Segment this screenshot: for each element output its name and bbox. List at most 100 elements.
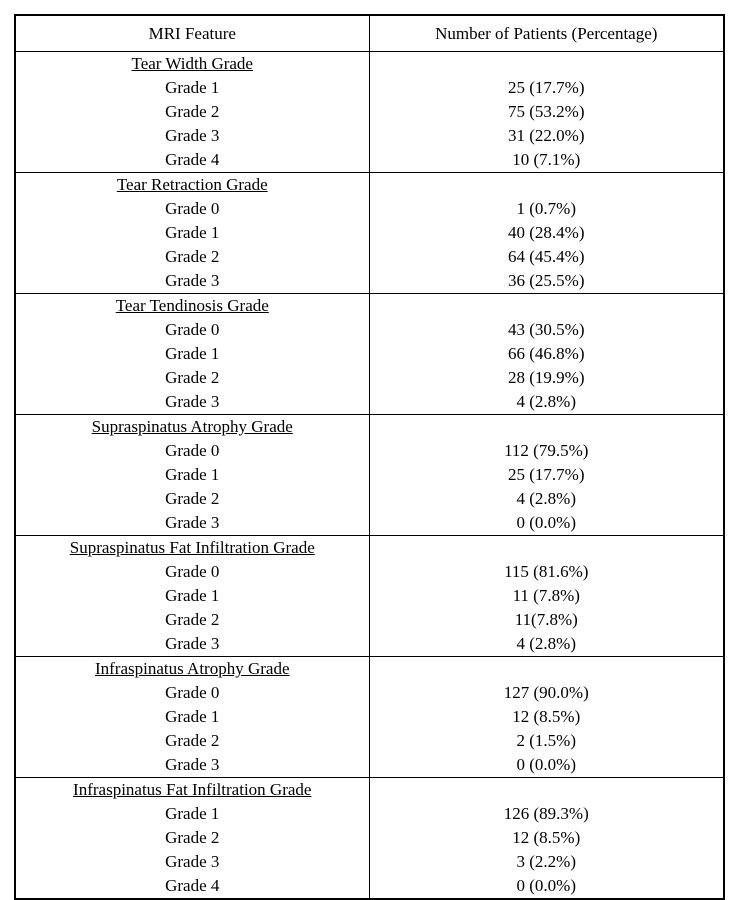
grade-label-cell: Grade 1 bbox=[15, 584, 370, 608]
table-row: Grade 3 3 (2.2%) bbox=[15, 850, 724, 874]
section-header-row: Infraspinatus Fat Infiltration Grade bbox=[15, 777, 724, 802]
table-row: Grade 0 1 (0.7%) bbox=[15, 197, 724, 221]
grade-label-cell: Grade 2 bbox=[15, 245, 370, 269]
table-row: Grade 0 127 (90.0%) bbox=[15, 681, 724, 705]
grade-label-cell: Grade 1 bbox=[15, 342, 370, 366]
grade-label-cell: Grade 3 bbox=[15, 124, 370, 148]
section-empty-value-cell bbox=[369, 414, 724, 439]
patient-count-cell: 12 (8.5%) bbox=[512, 828, 581, 847]
section-header-row: Tear Retraction Grade bbox=[15, 172, 724, 197]
section-title-cell: Supraspinatus Atrophy Grade bbox=[15, 414, 370, 439]
patient-count-cell: 3 (2.2%) bbox=[516, 852, 576, 871]
table-row: Grade 4 10 (7.1%) bbox=[15, 148, 724, 173]
section-empty-value-cell bbox=[369, 656, 724, 681]
grade-label-cell: Grade 3 bbox=[15, 850, 370, 874]
table-row: Grade 1 126 (89.3%) bbox=[15, 802, 724, 826]
grade-label-cell: Grade 3 bbox=[15, 269, 370, 294]
table-row: Grade 0 43 (30.5%) bbox=[15, 318, 724, 342]
column-header-number-of-patients: Number of Patients (Percentage) bbox=[369, 15, 724, 52]
table-row: Grade 2 2 (1.5%) bbox=[15, 729, 724, 753]
section-empty-value-cell bbox=[369, 777, 724, 802]
patient-count-cell: 11(7.8%) bbox=[514, 610, 578, 629]
section-title: Infraspinatus Fat Infiltration Grade bbox=[73, 780, 312, 799]
patient-count-cell: 64 (45.4%) bbox=[508, 247, 585, 266]
grade-label-cell: Grade 1 bbox=[15, 221, 370, 245]
section-title: Supraspinatus Fat Infiltration Grade bbox=[69, 538, 315, 557]
patient-count-cell: 25 (17.7%) bbox=[508, 78, 585, 97]
table-row: Grade 2 75 (53.2%) bbox=[15, 100, 724, 124]
grade-label-cell: Grade 2 bbox=[15, 487, 370, 511]
table-row: Grade 1 25 (17.7%) bbox=[15, 463, 724, 487]
table-row: Grade 2 11(7.8%) bbox=[15, 608, 724, 632]
section-header-row: Tear Width Grade bbox=[15, 51, 724, 76]
grade-label-cell: Grade 2 bbox=[15, 100, 370, 124]
section-header-row: Infraspinatus Atrophy Grade bbox=[15, 656, 724, 681]
patient-count-cell: 0 (0.0%) bbox=[516, 513, 576, 532]
grade-label-cell: Grade 1 bbox=[15, 705, 370, 729]
table-body: Tear Width Grade Grade 1 25 (17.7%) Grade 2… bbox=[15, 51, 724, 899]
patient-count-cell: 126 (89.3%) bbox=[503, 804, 589, 823]
grade-label-cell: Grade 1 bbox=[15, 802, 370, 826]
grade-label-cell: Grade 4 bbox=[15, 148, 370, 173]
patient-count-cell: 75 (53.2%) bbox=[508, 102, 585, 121]
table-row: Grade 1 66 (46.8%) bbox=[15, 342, 724, 366]
patient-count-cell: 2 (1.5%) bbox=[516, 731, 576, 750]
table-row: Grade 0 115 (81.6%) bbox=[15, 560, 724, 584]
grade-label-cell: Grade 1 bbox=[15, 463, 370, 487]
grade-label-cell: Grade 0 bbox=[15, 560, 370, 584]
table-row: Grade 2 28 (19.9%) bbox=[15, 366, 724, 390]
grade-label-cell: Grade 0 bbox=[15, 197, 370, 221]
patient-count-cell: 43 (30.5%) bbox=[508, 320, 585, 339]
patient-count-cell: 36 (25.5%) bbox=[508, 271, 585, 290]
table-row: Grade 0 112 (79.5%) bbox=[15, 439, 724, 463]
section-title-cell: Infraspinatus Atrophy Grade bbox=[15, 656, 370, 681]
patient-count-cell: 10 (7.1%) bbox=[512, 150, 581, 169]
section-title-cell: Tear Width Grade bbox=[15, 51, 370, 76]
table-header-row: MRI Feature Number of Patients (Percenta… bbox=[15, 15, 724, 52]
table-row: Grade 3 4 (2.8%) bbox=[15, 632, 724, 657]
grade-label-cell: Grade 2 bbox=[15, 366, 370, 390]
patient-count-cell: 1 (0.7%) bbox=[516, 199, 576, 218]
patient-count-cell: 28 (19.9%) bbox=[508, 368, 585, 387]
section-title-cell: Supraspinatus Fat Infiltration Grade bbox=[15, 535, 370, 560]
patient-count-cell: 4 (2.8%) bbox=[516, 392, 576, 411]
section-empty-value-cell bbox=[369, 535, 724, 560]
section-empty-value-cell bbox=[369, 51, 724, 76]
section-title: Supraspinatus Atrophy Grade bbox=[91, 417, 293, 436]
table-row: Grade 1 11 (7.8%) bbox=[15, 584, 724, 608]
grade-label-cell: Grade 3 bbox=[15, 632, 370, 657]
table-row: Grade 1 40 (28.4%) bbox=[15, 221, 724, 245]
patient-count-cell: 40 (28.4%) bbox=[508, 223, 585, 242]
grade-label-cell: Grade 0 bbox=[15, 681, 370, 705]
patient-count-cell: 12 (8.5%) bbox=[512, 707, 581, 726]
section-title-cell: Infraspinatus Fat Infiltration Grade bbox=[15, 777, 370, 802]
patient-count-cell: 4 (2.8%) bbox=[516, 489, 576, 508]
section-title: Tear Tendinosis Grade bbox=[115, 296, 269, 315]
table-row: Grade 1 12 (8.5%) bbox=[15, 705, 724, 729]
patient-count-cell: 31 (22.0%) bbox=[508, 126, 585, 145]
patient-count-cell: 127 (90.0%) bbox=[503, 683, 589, 702]
table-row: Grade 3 31 (22.0%) bbox=[15, 124, 724, 148]
table-row: Grade 2 12 (8.5%) bbox=[15, 826, 724, 850]
column-header-mri-feature: MRI Feature bbox=[15, 15, 370, 52]
grade-label-cell: Grade 3 bbox=[15, 390, 370, 415]
table-row: Grade 3 4 (2.8%) bbox=[15, 390, 724, 415]
table-row: Grade 1 25 (17.7%) bbox=[15, 76, 724, 100]
patient-count-cell: 25 (17.7%) bbox=[508, 465, 585, 484]
patient-count-cell: 112 (79.5%) bbox=[504, 441, 589, 460]
table-row: Grade 3 0 (0.0%) bbox=[15, 753, 724, 778]
patient-count-cell: 0 (0.0%) bbox=[516, 755, 576, 774]
table-row: Grade 2 64 (45.4%) bbox=[15, 245, 724, 269]
section-title: Infraspinatus Atrophy Grade bbox=[94, 659, 290, 678]
table-row: Grade 3 36 (25.5%) bbox=[15, 269, 724, 294]
patient-count-cell: 11 (7.8%) bbox=[512, 586, 580, 605]
grade-label-cell: Grade 3 bbox=[15, 753, 370, 778]
section-header-row: Supraspinatus Atrophy Grade bbox=[15, 414, 724, 439]
patient-count-cell: 66 (46.8%) bbox=[508, 344, 585, 363]
table-row: Grade 2 4 (2.8%) bbox=[15, 487, 724, 511]
grade-label-cell: Grade 3 bbox=[15, 511, 370, 536]
grade-label-cell: Grade 2 bbox=[15, 608, 370, 632]
section-header-row: Supraspinatus Fat Infiltration Grade bbox=[15, 535, 724, 560]
section-title: Tear Width Grade bbox=[131, 54, 253, 73]
